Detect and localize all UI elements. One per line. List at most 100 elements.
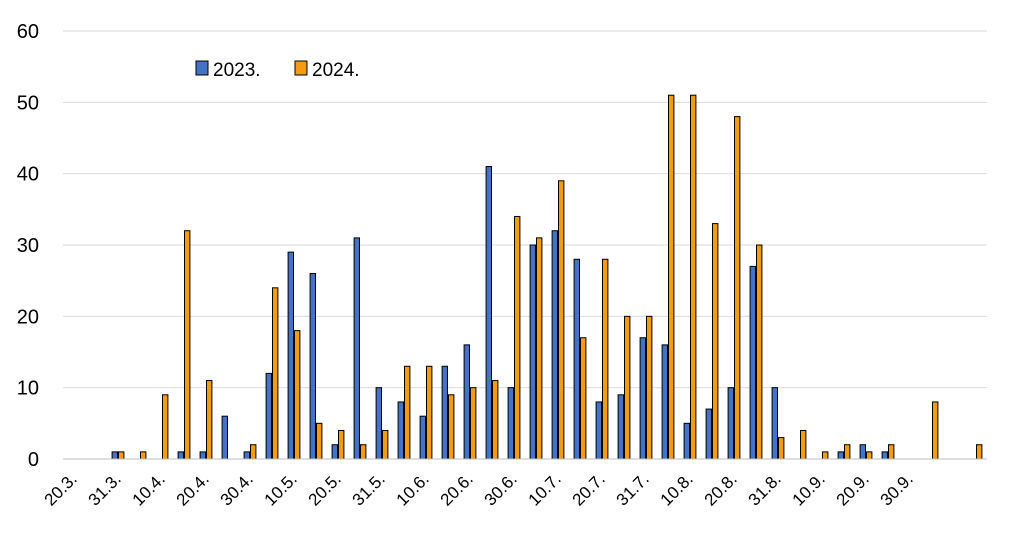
x-tick-label: 20.4. bbox=[173, 469, 213, 509]
y-tick-label-60: 60 bbox=[17, 21, 39, 43]
y-axis: 0 10 20 30 40 50 60 bbox=[17, 21, 39, 471]
legend-label-2023: 2023. bbox=[213, 60, 261, 81]
bar-2023-13 bbox=[353, 237, 361, 460]
x-tick-label: 30.4. bbox=[217, 469, 257, 509]
bar-2023-26 bbox=[639, 337, 646, 460]
bar-2024-17 bbox=[448, 394, 455, 460]
bar-2023-14 bbox=[375, 387, 383, 460]
bar-2024-9 bbox=[272, 287, 279, 460]
x-tick-label: 20.8. bbox=[701, 469, 741, 509]
bar-2024-12 bbox=[338, 429, 345, 460]
x-tick-label: 20.7. bbox=[569, 469, 609, 509]
legend-label-2024: 2024. bbox=[312, 60, 360, 81]
bar-2023-2 bbox=[111, 451, 118, 460]
bar-2024-31 bbox=[756, 244, 763, 460]
y-tick-label-20: 20 bbox=[17, 306, 39, 328]
bar-2024-21 bbox=[536, 237, 543, 460]
bar-2023-28 bbox=[683, 422, 690, 460]
bar-2024-32 bbox=[778, 437, 785, 460]
bar-2023-12 bbox=[331, 444, 339, 460]
bar-2024-22 bbox=[558, 180, 565, 460]
bars bbox=[111, 94, 983, 460]
bar-2023-22 bbox=[551, 230, 558, 460]
legend-swatch-2023 bbox=[195, 60, 209, 76]
bar-2024-8 bbox=[250, 444, 257, 460]
bar-2023-7 bbox=[221, 415, 229, 460]
y-tick-label-30: 30 bbox=[17, 235, 39, 257]
x-tick-label: 20.6. bbox=[437, 469, 477, 509]
bar-2023-6 bbox=[199, 451, 207, 460]
legend: 2023. 2024. bbox=[195, 60, 360, 81]
bar-2024-36 bbox=[866, 451, 873, 460]
bar-2023-37 bbox=[881, 451, 888, 460]
bar-2023-29 bbox=[705, 408, 712, 460]
x-tick-label: 10.6. bbox=[393, 469, 433, 509]
y-tick-label-10: 10 bbox=[17, 378, 39, 400]
x-tick-label: 30.9. bbox=[877, 469, 917, 509]
bar-2024-4 bbox=[162, 394, 169, 460]
bar-2024-6 bbox=[206, 380, 213, 460]
x-tick-label: 10.4. bbox=[129, 469, 169, 509]
bar-2023-31 bbox=[749, 265, 756, 460]
bar-2023-8 bbox=[243, 451, 251, 460]
bar-2024-34 bbox=[822, 451, 829, 460]
x-tick-label: 20.5. bbox=[305, 469, 345, 509]
x-tick-label: 31.8. bbox=[745, 469, 785, 509]
bar-2023-18 bbox=[463, 344, 471, 460]
bar-2023-5 bbox=[177, 451, 185, 460]
bar-2024-35 bbox=[844, 444, 851, 460]
bar-2023-30 bbox=[727, 387, 734, 460]
x-axis: 20.3. 31.3. 10.4. 20.4. 30.4. 10.5. 20.5. 31.5.… bbox=[41, 469, 917, 509]
y-tick-label-40: 40 bbox=[17, 164, 39, 186]
bar-2023-11 bbox=[309, 273, 317, 460]
x-tick-label: 31.7. bbox=[613, 469, 653, 509]
bar-2023-16 bbox=[419, 415, 427, 460]
bar-2024-23 bbox=[580, 337, 587, 460]
bar-2024-11 bbox=[316, 422, 323, 460]
x-tick-label: 10.8. bbox=[657, 469, 697, 509]
bar-2023-10 bbox=[287, 251, 295, 460]
x-tick-label: 20.3. bbox=[41, 469, 81, 509]
bar-2024-41 bbox=[976, 444, 983, 460]
bar-2023-15 bbox=[397, 401, 405, 460]
y-tick-label-0: 0 bbox=[28, 449, 39, 471]
gridlines bbox=[63, 30, 987, 389]
bar-2023-27 bbox=[661, 344, 668, 460]
bar-2024-29 bbox=[712, 223, 719, 460]
bar-2023-19 bbox=[485, 166, 493, 460]
bar-2024-30 bbox=[734, 116, 741, 460]
x-tick-label: 31.5. bbox=[349, 469, 389, 509]
bar-2024-19 bbox=[492, 380, 499, 460]
bar-2024-3 bbox=[140, 451, 147, 460]
bar-2024-14 bbox=[382, 429, 389, 460]
bar-2024-28 bbox=[690, 94, 697, 460]
x-tick-label: 10.9. bbox=[789, 469, 829, 509]
bar-2024-18 bbox=[470, 387, 477, 460]
bar-2024-26 bbox=[646, 315, 653, 460]
x-tick-label: 30.6. bbox=[481, 469, 521, 509]
bar-2023-20 bbox=[507, 387, 515, 460]
x-tick-label: 20.9. bbox=[833, 469, 873, 509]
x-tick-label: 10.5. bbox=[261, 469, 301, 509]
bar-2024-10 bbox=[294, 330, 301, 460]
bar-2023-35 bbox=[837, 451, 844, 460]
bar-2024-2 bbox=[118, 451, 125, 460]
bar-2024-16 bbox=[426, 365, 433, 460]
y-tick-label-50: 50 bbox=[17, 92, 39, 114]
bar-2023-25 bbox=[617, 394, 624, 460]
x-tick-label: 31.3. bbox=[85, 469, 125, 509]
bar-2024-15 bbox=[404, 365, 411, 460]
bar-2024-24 bbox=[602, 258, 609, 460]
bar-2024-25 bbox=[624, 315, 631, 460]
bar-2023-24 bbox=[595, 401, 602, 460]
bar-2023-9 bbox=[265, 372, 273, 460]
bar-2023-32 bbox=[771, 387, 778, 460]
x-tick-label: 10.7. bbox=[525, 469, 565, 509]
bar-2023-23 bbox=[573, 258, 580, 460]
bar-2023-21 bbox=[529, 244, 536, 460]
bar-2024-39 bbox=[932, 401, 939, 460]
legend-swatch-2024 bbox=[294, 60, 308, 76]
bar-2024-33 bbox=[800, 429, 807, 460]
bar-2024-20 bbox=[514, 215, 521, 460]
